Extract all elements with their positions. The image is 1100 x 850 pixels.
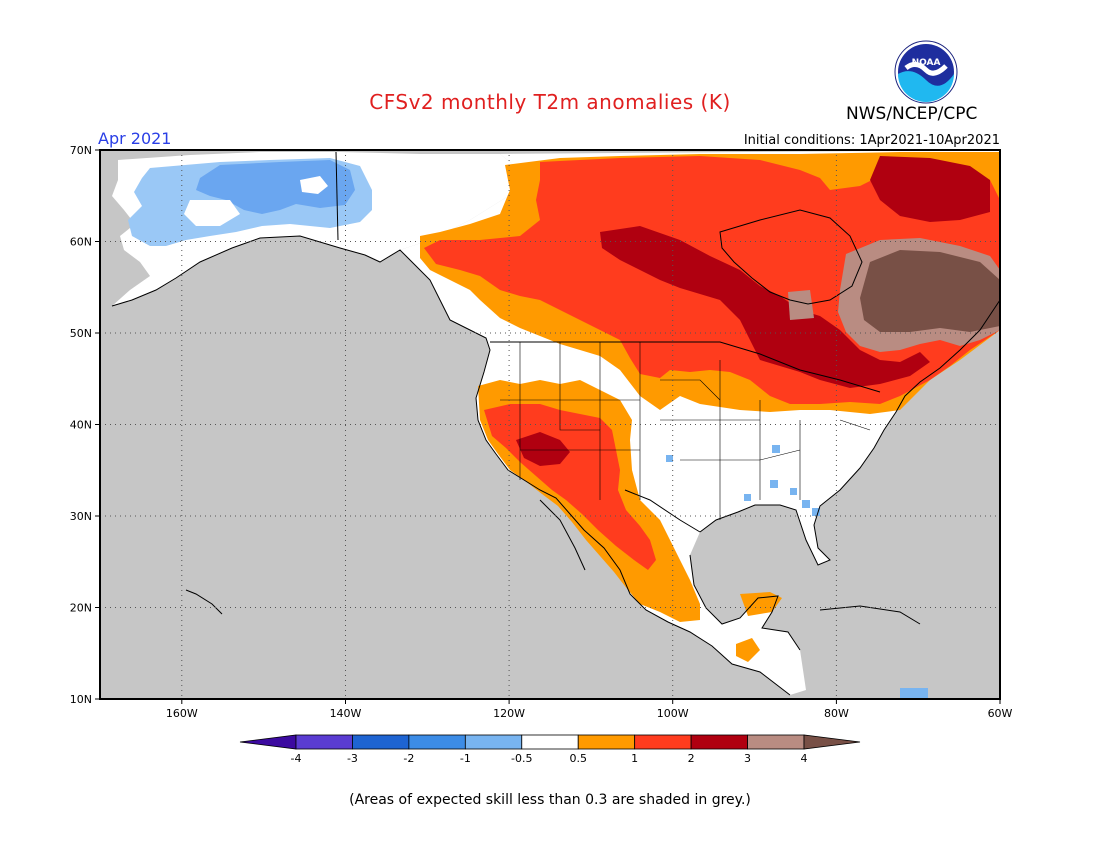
colorbar-box — [295, 734, 353, 750]
colorbar-arrow-low — [239, 734, 297, 750]
cool-anomaly-alaska — [128, 158, 372, 246]
graticule — [100, 150, 1000, 699]
lat-labels: 70N 60N 50N 40N 30N 20N 10N — [70, 144, 92, 706]
lon-label-120w: 120W — [493, 707, 525, 720]
tick-marks — [95, 149, 1001, 704]
colorbar-label: -0.5 — [511, 752, 532, 765]
period-label: Apr 2021 — [98, 129, 172, 148]
lat-label-40: 40N — [70, 419, 92, 432]
skill-footnote: (Areas of expected skill less than 0.3 a… — [349, 792, 751, 808]
lon-label-160w: 160W — [166, 707, 198, 720]
lon-label-100w: 100W — [657, 707, 689, 720]
agency-label: NWS/NCEP/CPC — [846, 104, 978, 124]
lon-labels: 160W 140W 120W 100W 80W 60W — [166, 707, 1013, 720]
lon-label-80w: 80W — [824, 707, 849, 720]
logo-text: NOAA — [912, 58, 941, 68]
colorbar-arrow-high — [803, 734, 861, 750]
initial-conditions-label: Initial conditions: 1Apr2021-10Apr2021 — [743, 133, 1000, 148]
colorbar-box — [690, 734, 748, 750]
coastlines — [111, 151, 1000, 696]
warm-anomaly-very-strong — [788, 238, 1000, 352]
lon-label-140w: 140W — [330, 707, 362, 720]
lat-label-10: 10N — [70, 693, 92, 706]
lat-label-60: 60N — [70, 236, 92, 249]
colorbar-box — [521, 734, 579, 750]
colorbar-label: -1 — [460, 752, 471, 765]
colorbar-box — [747, 734, 805, 750]
colorbar-label: 0.5 — [569, 752, 587, 765]
colorbar-box — [464, 734, 523, 750]
lat-label-50: 50N — [70, 327, 92, 340]
colorbar-label: 4 — [801, 752, 808, 765]
lat-label-20: 20N — [70, 602, 92, 615]
colorbar-label: 1 — [631, 752, 638, 765]
noaa-logo: NOAA — [894, 40, 958, 104]
colorbar-box — [352, 734, 410, 750]
colorbar-box — [408, 734, 466, 750]
lat-label-30: 30N — [70, 510, 92, 523]
map-title: CFSv2 monthly T2m anomalies (K) — [369, 90, 731, 114]
colorbar-box — [577, 734, 636, 750]
state-borders — [500, 342, 871, 520]
colorbar-label: -2 — [403, 752, 414, 765]
colorbar: -4 -3 -2 -1 -0.5 0.5 1 2 3 4 — [239, 734, 861, 765]
colorbar-label: 2 — [688, 752, 695, 765]
colorbar-label: 3 — [744, 752, 751, 765]
colorbar-box — [634, 734, 692, 750]
colorbar-label: -4 — [291, 752, 302, 765]
lon-label-60w: 60W — [988, 707, 1013, 720]
cool-cells-southeast — [666, 445, 928, 698]
colorbar-label: -3 — [347, 752, 358, 765]
warm-anomaly-dark-red — [516, 156, 990, 466]
lat-label-70: 70N — [70, 144, 92, 157]
